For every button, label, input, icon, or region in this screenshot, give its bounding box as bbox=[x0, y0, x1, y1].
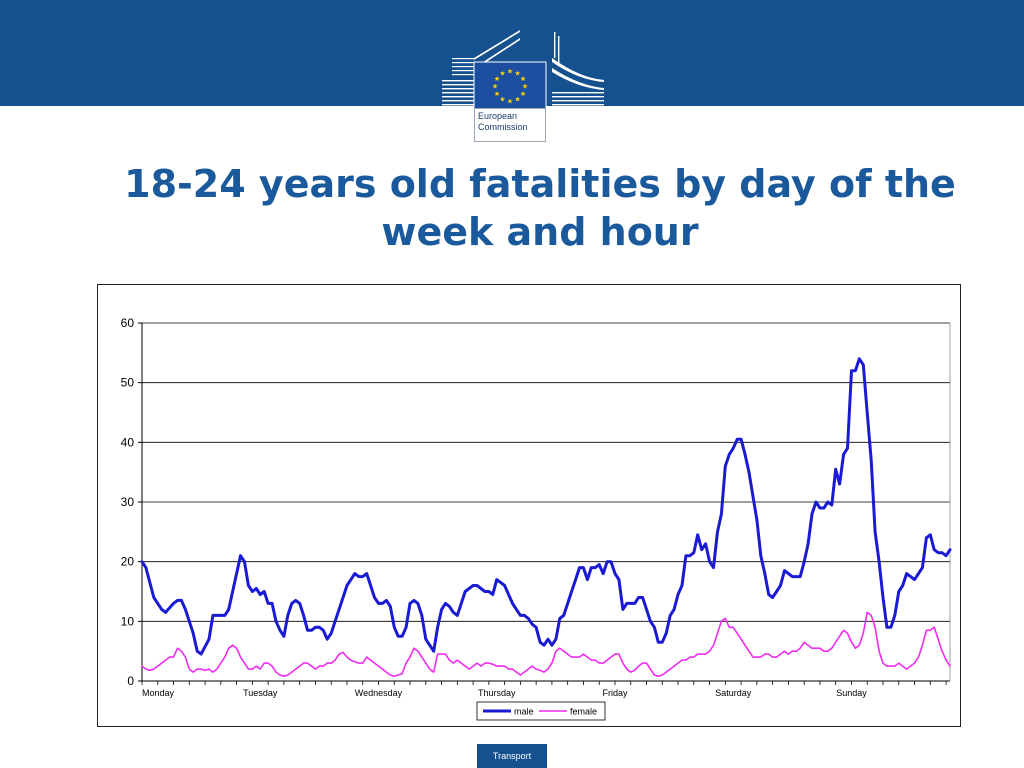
eu-stars: ★ ★★★★★★★★★★★ bbox=[492, 68, 528, 106]
eu-star-icon: ★ bbox=[494, 75, 500, 83]
eu-star-icon: ★ bbox=[499, 96, 505, 104]
x-tick-label: Thursday bbox=[478, 688, 516, 698]
x-tick-label: Saturday bbox=[715, 688, 752, 698]
x-tick-label: Tuesday bbox=[243, 688, 278, 698]
y-tick-label: 10 bbox=[121, 614, 135, 628]
y-tick-label: 0 bbox=[127, 674, 134, 688]
logo-plate bbox=[474, 108, 546, 142]
page-title: 18-24 years old fatalities by day of the… bbox=[124, 162, 956, 254]
eu-star-icon: ★ bbox=[520, 90, 526, 98]
eu-star-icon: ★ bbox=[499, 70, 505, 78]
series-female-line bbox=[141, 611, 951, 677]
x-tick-label: Wednesday bbox=[355, 688, 403, 698]
eu-star-icon: ★ bbox=[507, 98, 513, 106]
eu-star-icon: ★ bbox=[492, 83, 498, 91]
european-commission-logo: ★ ★★★★★★★★★★★ bbox=[442, 30, 604, 111]
y-axis-ticks: 0 10 20 30 40 50 60 bbox=[121, 316, 142, 688]
x-axis-ticks: Monday Tuesday Wednesday Thursday Friday Satu… bbox=[141, 681, 947, 698]
series-lines bbox=[140, 357, 952, 677]
legend-label-female: female bbox=[570, 707, 597, 717]
y-tick-label: 60 bbox=[121, 316, 135, 330]
eu-star-icon: ★ bbox=[514, 70, 520, 78]
y-tick-label: 30 bbox=[121, 495, 135, 509]
series-male-line bbox=[140, 357, 952, 656]
legend: male female bbox=[476, 701, 606, 721]
eu-star-icon: ★ bbox=[494, 90, 500, 98]
y-tick-label: 50 bbox=[121, 376, 135, 390]
logo-right-wing bbox=[552, 32, 604, 110]
eu-star-icon: ★ bbox=[514, 96, 520, 104]
eu-star-icon: ★ bbox=[507, 68, 513, 76]
x-tick-label: Friday bbox=[602, 688, 628, 698]
chart-frame: 0 10 20 30 40 50 60 Monday Tuesday Wednesday Thur… bbox=[97, 284, 961, 727]
transport-badge: Transport bbox=[477, 744, 547, 768]
eu-star-icon: ★ bbox=[522, 83, 528, 91]
y-tick-label: 40 bbox=[121, 435, 135, 449]
eu-star-icon: ★ bbox=[520, 75, 526, 83]
x-tick-label: Sunday bbox=[836, 688, 867, 698]
legend-label-male: male bbox=[514, 707, 534, 717]
fatalities-line-chart: 0 10 20 30 40 50 60 Monday Tuesday Wednesday Thur… bbox=[121, 316, 952, 721]
x-tick-label: Monday bbox=[142, 688, 175, 698]
y-tick-label: 20 bbox=[121, 555, 135, 569]
logo-text: European Commission bbox=[478, 111, 528, 132]
